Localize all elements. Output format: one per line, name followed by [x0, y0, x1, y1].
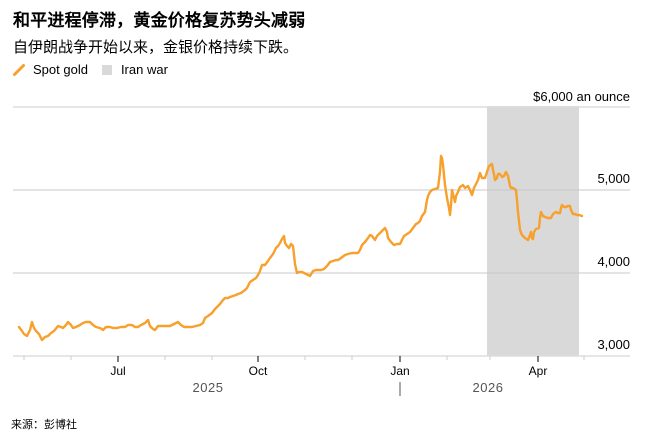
- y-axis-unit-label: $6,000 an ounce: [533, 89, 630, 104]
- source-note: 来源：彭博社: [11, 418, 77, 431]
- x-tick-label-jul: Jul: [110, 364, 126, 378]
- y-tick-label-5000: 5,000: [597, 171, 630, 186]
- legend: Spot gold Iran war: [13, 62, 182, 77]
- legend-label: Spot gold: [33, 62, 88, 77]
- iran-war-shaded-region: [487, 106, 579, 356]
- legend-label: Iran war: [120, 62, 168, 77]
- x-tick-label-oct: Oct: [248, 364, 268, 378]
- x-tick-label-jan: Jan: [390, 364, 410, 378]
- line-swatch-icon: [13, 63, 25, 76]
- box-swatch-icon: [101, 64, 112, 75]
- chart-subtitle: 自伊朗战争开始以来，金银价格持续下跌。: [13, 38, 299, 56]
- spot-gold-line: [17, 154, 584, 342]
- y-tick-label-3000: 3,000: [597, 337, 630, 352]
- x-axis-ticks: [23, 356, 585, 360]
- legend-item-iran-war: Iran war: [101, 62, 168, 77]
- legend-item-spot-gold: Spot gold: [13, 62, 88, 77]
- chart-title: 和平进程停滞，黄金价格复苏势头减弱: [13, 11, 306, 31]
- year-label-2025: 2025: [192, 380, 224, 395]
- y-tick-label-4000: 4,000: [597, 254, 630, 269]
- x-tick-label-apr: Apr: [528, 364, 548, 378]
- x-axis-major-ticks: [117, 356, 539, 362]
- year-label-2026: 2026: [472, 380, 504, 395]
